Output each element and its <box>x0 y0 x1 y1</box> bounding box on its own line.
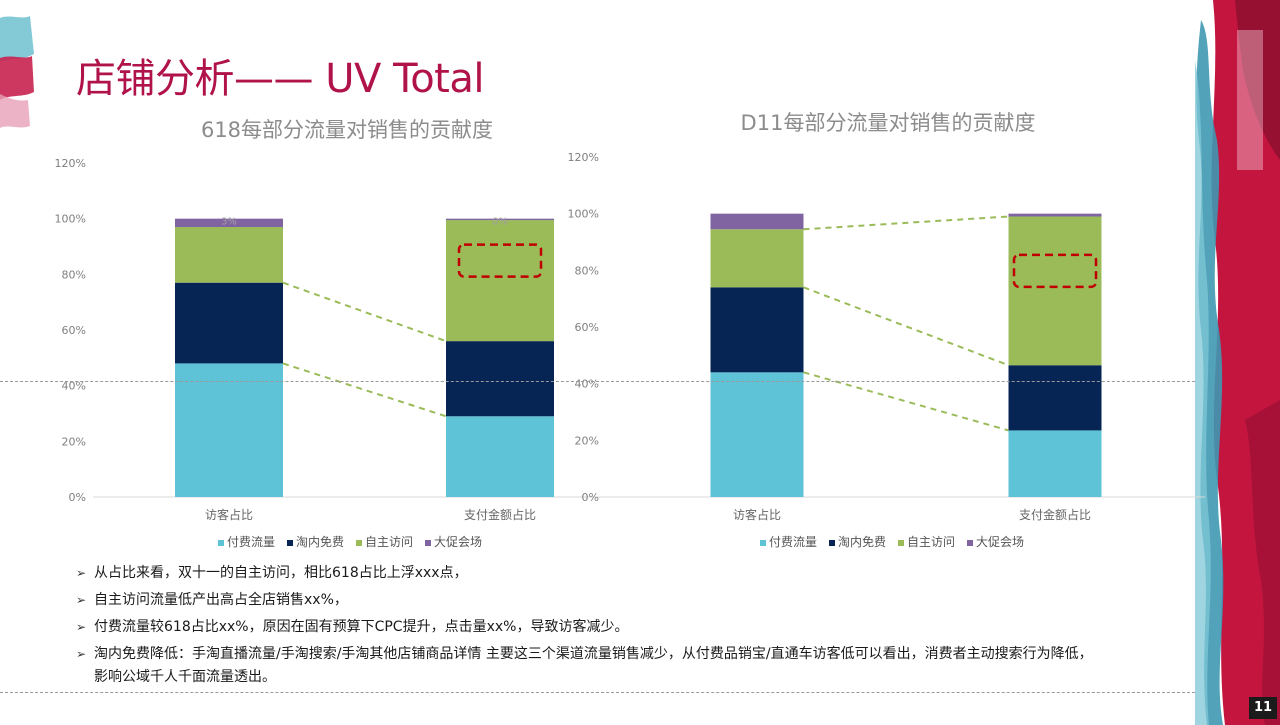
guide-line-middle <box>0 381 1195 382</box>
trend-line <box>803 215 1009 231</box>
bar-segment <box>446 341 554 417</box>
y-tick-label: 20% <box>575 434 599 447</box>
highlight-box <box>457 243 543 278</box>
legend-label: 付费流量 <box>227 535 275 549</box>
data-label: 0% <box>492 217 508 228</box>
bar-segment <box>1008 216 1102 366</box>
bullet-text: 淘内免费降低：手淘直播流量/手淘搜索/手淘其他店铺商品详情 主要这三个渠道流量销… <box>94 646 1093 685</box>
bar-segment <box>175 282 283 364</box>
y-tick-label: 60% <box>62 324 86 337</box>
bar-segment <box>710 372 804 497</box>
y-tick-label: 20% <box>62 435 86 448</box>
legend-swatch <box>425 540 431 546</box>
bar-segment <box>1008 365 1102 431</box>
y-tick-label: 120% <box>568 151 599 164</box>
bullet-text: 付费流量较618占比xx%，原因在固有预算下CPC提升，点击量xx%，导致访客减… <box>94 619 629 635</box>
bar-segment <box>710 229 804 288</box>
arrow-bullet-icon: ➢ <box>76 620 87 634</box>
trend-line <box>282 281 447 343</box>
slide-title: 店铺分析—— UV Total <box>76 56 485 102</box>
y-tick-label: 60% <box>575 321 599 334</box>
legend-label: 自主访问 <box>365 535 413 549</box>
category-label: 支付金额占比 <box>1019 507 1091 522</box>
bullet-text: 自主访问流量低产出高占全店销售xx%， <box>94 592 348 608</box>
bar-segment <box>1008 213 1102 217</box>
guide-line-bottom <box>0 692 1195 693</box>
arrow-bullet-icon: ➢ <box>76 566 87 580</box>
bullet-item: ➢ 从占比来看，双十一的自主访问，相比618占比上浮xxx点， <box>76 562 1106 585</box>
y-tick-label: 120% <box>55 157 86 170</box>
trend-line <box>803 286 1009 367</box>
trend-line <box>282 362 447 418</box>
y-tick-label: 80% <box>575 264 599 277</box>
legend-label: 大促会场 <box>434 535 482 549</box>
chart-title: 618每部分流量对销售的贡献度 <box>201 118 493 142</box>
arrow-bullet-icon: ➢ <box>76 593 87 607</box>
bar-segment <box>175 227 283 283</box>
y-tick-label: 0% <box>582 491 599 504</box>
legend-swatch <box>760 540 766 546</box>
bar-segment <box>710 213 804 230</box>
chart-title: D11每部分流量对销售的贡献度 <box>741 111 1036 135</box>
y-tick-label: 40% <box>62 380 86 393</box>
y-tick-label: 80% <box>62 268 86 281</box>
y-tick-label: 40% <box>575 378 599 391</box>
legend-swatch <box>967 540 973 546</box>
bar-segment <box>175 218 283 228</box>
legend-label: 自主访问 <box>907 535 955 549</box>
data-label: 3% <box>221 217 237 228</box>
legend-swatch <box>218 540 224 546</box>
y-tick-label: 100% <box>55 213 86 226</box>
bar-segment <box>446 416 554 497</box>
bullet-text: 从占比来看，双十一的自主访问，相比618占比上浮xxx点， <box>94 565 468 581</box>
category-label: 支付金额占比 <box>464 507 536 522</box>
trend-line <box>803 371 1009 432</box>
legend-swatch <box>287 540 293 546</box>
legend-label: 付费流量 <box>769 535 817 549</box>
bar-segment <box>175 363 283 497</box>
bullet-list: ➢ 从占比来看，双十一的自主访问，相比618占比上浮xxx点， ➢ 自主访问流量低产… <box>76 562 1106 693</box>
y-tick-label: 100% <box>568 208 599 221</box>
bullet-item: ➢ 淘内免费降低：手淘直播流量/手淘搜索/手淘其他店铺商品详情 主要这三个渠道流量… <box>76 643 1106 689</box>
bar-segment <box>446 218 554 221</box>
highlight-box <box>1012 253 1098 289</box>
page-number: 11 <box>1249 697 1277 719</box>
bullet-item: ➢ 付费流量较618占比xx%，原因在固有预算下CPC提升，点击量xx%，导致访客… <box>76 616 1106 639</box>
legend-swatch <box>829 540 835 546</box>
bar-segment <box>1008 430 1102 497</box>
arrow-bullet-icon: ➢ <box>76 647 87 661</box>
y-tick-label: 0% <box>69 491 86 504</box>
legend-label: 大促会场 <box>976 535 1024 549</box>
bullet-item: ➢ 自主访问流量低产出高占全店销售xx%， <box>76 589 1106 612</box>
right-brush-decoration <box>1195 0 1280 725</box>
left-brush-decoration <box>0 14 34 130</box>
legend-swatch <box>356 540 362 546</box>
legend-swatch <box>898 540 904 546</box>
category-label: 访客占比 <box>205 507 253 522</box>
bar-segment <box>710 287 804 373</box>
legend-label: 淘内免费 <box>838 534 886 549</box>
bar-segment <box>446 220 554 342</box>
category-label: 访客占比 <box>733 507 781 522</box>
legend-label: 淘内免费 <box>296 534 344 549</box>
